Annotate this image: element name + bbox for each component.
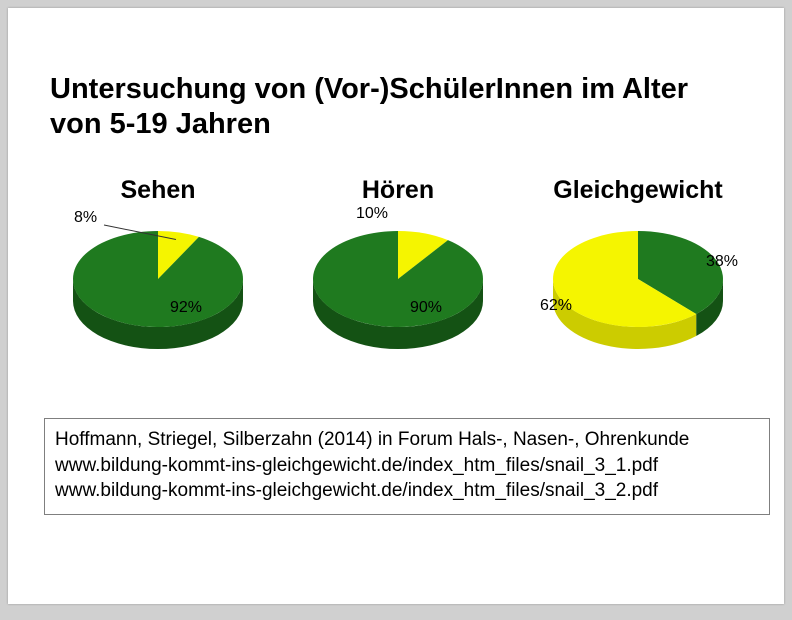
pie-slice-label: 92% [170, 299, 202, 317]
pie-svg [278, 209, 518, 379]
pie-slice [73, 231, 243, 327]
pie-chart: 38% 62% [518, 209, 758, 379]
chart-title: Sehen [38, 176, 278, 205]
citation-line: Hoffmann, Striegel, Silberzahn (2014) in… [55, 427, 759, 453]
pie-chart: 10%90% [278, 209, 518, 379]
pie-slice [313, 231, 483, 327]
pie-chart: 8% 92% [38, 209, 278, 379]
citation-line: www.bildung-kommt-ins-gleichgewicht.de/i… [55, 453, 759, 479]
pie-slice-label: 90% [410, 299, 442, 317]
pie-slice-label: 8% [74, 209, 97, 227]
citation-line: www.bildung-kommt-ins-gleichgewicht.de/i… [55, 478, 759, 504]
chart-cell: Hören10%90% [278, 176, 518, 379]
pie-slice-label: 10% [356, 205, 388, 223]
charts-row: Sehen8%92%Hören10%90%Gleichgewicht38%62% [38, 176, 758, 406]
chart-cell: Gleichgewicht 38% 62% [518, 176, 758, 379]
page-title: Untersuchung von (Vor-)SchülerInnen im A… [50, 72, 690, 142]
pie-svg [38, 209, 278, 379]
chart-title: Hören [278, 176, 518, 205]
pie-slice-label: 38% [706, 253, 738, 271]
slide: Untersuchung von (Vor-)SchülerInnen im A… [8, 8, 784, 604]
pie-svg [518, 209, 758, 379]
chart-cell: Sehen 8% 92% [38, 176, 278, 379]
chart-title: Gleichgewicht [518, 176, 758, 205]
citation-box: Hoffmann, Striegel, Silberzahn (2014) in… [44, 418, 770, 515]
pie-slice-label: 62% [540, 297, 572, 315]
